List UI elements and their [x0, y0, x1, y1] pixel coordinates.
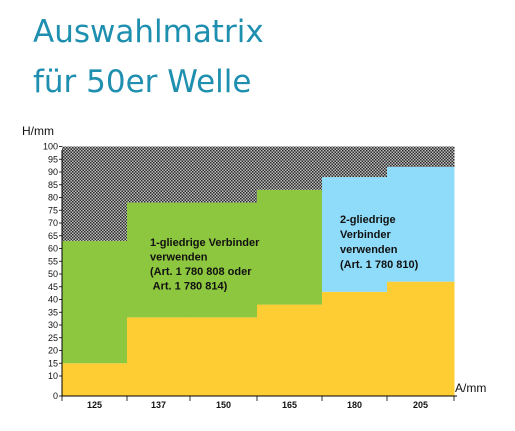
y-tick-label: 50 [48, 269, 58, 279]
hatched-region-180 [322, 146, 388, 178]
y-tick-label: 30 [48, 320, 58, 330]
y-tick-label: 70 [48, 218, 58, 228]
y-tick-label: 40 [48, 295, 58, 305]
y-tick-label: 20 [48, 346, 58, 356]
y-tick-label: 60 [48, 244, 58, 254]
y-tick-label: 95 [48, 154, 58, 164]
annotation-green: 1-gliedrige Verbinder verwenden (Art. 1 78… [150, 237, 260, 293]
annotation-line: verwenden [340, 244, 398, 256]
green-region-137 [127, 202, 191, 318]
x-tick-label: 150 [216, 400, 231, 410]
x-axis-label: A/mm [455, 381, 486, 395]
hatched-region-205 [387, 146, 455, 167]
page-title-line-1: Auswahlmatrix [33, 14, 264, 50]
y-tick-label: 100 [43, 142, 58, 152]
y-tick-label: 35 [48, 307, 58, 317]
hatched-region-150 [190, 146, 258, 203]
x-tick-label: 165 [282, 400, 297, 410]
chart-annotations: 1-gliedrige Verbinder verwenden (Art. 1 78… [150, 214, 419, 293]
yellow-region-150 [190, 317, 258, 396]
y-tick-label: 10 [48, 371, 58, 381]
y-tick-label: 25 [48, 333, 58, 343]
x-tick-label: 180 [347, 400, 362, 410]
green-region-125 [62, 240, 128, 364]
y-tick-label: 65 [48, 231, 58, 241]
annotation-line: (Art. 1 780 810) [340, 259, 419, 271]
annotation-line: verwenden [150, 252, 208, 264]
y-tick-label: 85 [48, 180, 58, 190]
yellow-region-125 [62, 363, 128, 396]
annotation-line: (Art. 1 780 808 oder [150, 266, 252, 278]
annotation-line: Verbinder [340, 229, 391, 241]
green-region-165 [257, 189, 323, 305]
x-tick-label: 125 [87, 400, 102, 410]
hatched-region-137 [127, 146, 191, 203]
chart-regions [62, 146, 455, 396]
y-tick-label: 80 [48, 193, 58, 203]
page-title-line-2: für 50er Welle [33, 64, 252, 100]
yellow-region-165 [257, 304, 323, 396]
yellow-region-205 [387, 281, 455, 396]
y-axis-label: H/mm [22, 124, 54, 138]
y-tick-label: 0 [53, 391, 58, 401]
hatched-region-165 [257, 146, 323, 190]
blue-region-205 [387, 166, 455, 282]
annotation-blue: 2-gliedrige Verbinder verwenden (Art. 1 780… [340, 214, 419, 271]
annotation-line: 2-gliedrige [340, 214, 396, 226]
yellow-region-137 [127, 317, 191, 396]
annotation-line: Art. 1 780 814) [150, 281, 228, 293]
x-tick-label: 137 [151, 400, 166, 410]
y-tick-label: 45 [48, 282, 58, 292]
y-tick-label: 75 [48, 205, 58, 215]
y-tick-label: 55 [48, 256, 58, 266]
blue-region-180 [322, 177, 388, 292]
chart-axes: 0 10 15 20 25 30 35 40 45 50 55 60 65 70 75 80 85 90 95 100… [22, 124, 486, 410]
yellow-region-180 [322, 291, 388, 396]
x-tick-label: 205 [413, 400, 428, 410]
hatched-region-125 [62, 146, 128, 241]
y-tick-label: 90 [48, 167, 58, 177]
green-region-150 [190, 202, 258, 318]
annotation-line: 1-gliedrige Verbinder [150, 237, 260, 249]
y-tick-label: 15 [48, 358, 58, 368]
